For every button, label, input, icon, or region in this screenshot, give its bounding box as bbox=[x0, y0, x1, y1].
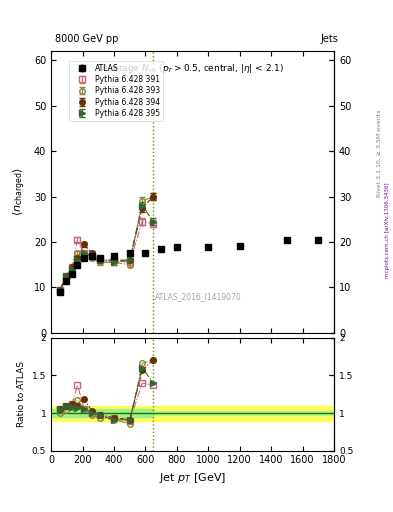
X-axis label: Jet $p_T$ [GeV]: Jet $p_T$ [GeV] bbox=[159, 471, 226, 485]
Text: Average $N_{\rm ch}$ ($p_T$$>$0.5, central, $|\eta|$ < 2.1): Average $N_{\rm ch}$ ($p_T$$>$0.5, centr… bbox=[101, 62, 284, 75]
Y-axis label: $\langle n_{\rm charged} \rangle$: $\langle n_{\rm charged} \rangle$ bbox=[12, 167, 28, 217]
Text: ATLAS_2016_I1419070: ATLAS_2016_I1419070 bbox=[155, 292, 242, 301]
Y-axis label: Ratio to ATLAS: Ratio to ATLAS bbox=[17, 361, 26, 427]
Text: mcplots.cern.ch [arXiv:1306.3436]: mcplots.cern.ch [arXiv:1306.3436] bbox=[385, 183, 389, 278]
Text: Rivet 3.1.10, ≥ 3.5M events: Rivet 3.1.10, ≥ 3.5M events bbox=[377, 110, 382, 197]
Text: Jets: Jets bbox=[320, 33, 338, 44]
Text: 8000 GeV pp: 8000 GeV pp bbox=[55, 33, 118, 44]
Legend: ATLAS, Pythia 6.428 391, Pythia 6.428 393, Pythia 6.428 394, Pythia 6.428 395: ATLAS, Pythia 6.428 391, Pythia 6.428 39… bbox=[69, 60, 163, 121]
